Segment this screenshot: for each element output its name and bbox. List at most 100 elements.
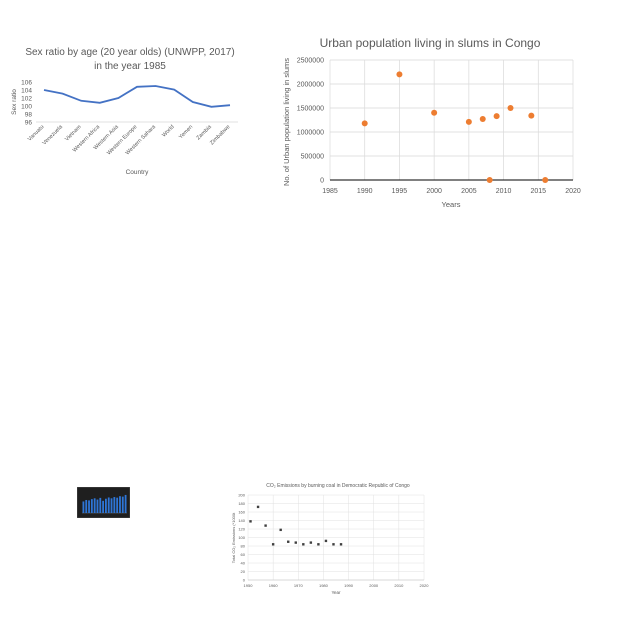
x-tick-label: Venezuela [42, 124, 65, 147]
y-tick-label: 40 [241, 561, 246, 566]
y-tick-label: 100 [238, 535, 245, 540]
data-point [324, 539, 328, 543]
x-tick-label: 2010 [496, 188, 512, 195]
x-tick-label: 2010 [394, 583, 404, 588]
x-tick-label: 1990 [357, 188, 373, 195]
x-tick-label: Zambia [196, 124, 214, 142]
data-point [465, 118, 472, 125]
data-point [271, 543, 275, 546]
data-point [493, 113, 500, 120]
x-axis-title: Years [442, 200, 461, 209]
bar [99, 497, 102, 513]
x-tick-label: 2000 [426, 188, 442, 195]
y-tick-label: 98 [25, 112, 33, 119]
co2-chart: CO₂ Emissions by burning coal in Democra… [228, 480, 438, 600]
y-tick-label: 96 [25, 120, 33, 127]
y-tick-label: 0 [243, 578, 246, 583]
data-point [302, 543, 305, 546]
y-tick-label: 500000 [301, 154, 324, 161]
x-tick-label: 1950 [244, 583, 254, 588]
slums-chart: Urban population living in slums in Cong… [280, 30, 600, 220]
y-tick-label: 180 [238, 501, 245, 506]
y-tick-label: 120 [238, 527, 245, 532]
data-point [264, 524, 267, 527]
x-tick-label: 1970 [294, 583, 304, 588]
bar [107, 497, 110, 513]
x-axis-title: Year [331, 590, 341, 595]
data-point [528, 112, 535, 119]
x-tick-label: Vanuatu [27, 124, 45, 142]
data-point [479, 116, 486, 123]
x-tick-label: Yemen [178, 124, 194, 140]
y-tick-label: 106 [21, 80, 32, 87]
data-point [542, 177, 549, 183]
data-point [431, 109, 438, 116]
data-point [339, 543, 343, 546]
data-point [507, 105, 514, 111]
y-tick-label: 102 [21, 96, 32, 103]
bar [85, 499, 88, 513]
data-point [396, 71, 403, 78]
y-tick-label: 2500000 [297, 58, 324, 65]
bar [121, 496, 124, 513]
y-tick-label: 104 [21, 88, 32, 95]
chart-title: CO₂ Emissions by burning coal in Democra… [266, 483, 410, 489]
bar [124, 494, 127, 513]
y-tick-label: 2000000 [297, 82, 324, 89]
y-tick-label: 0 [320, 178, 324, 185]
y-tick-label: 1000000 [297, 130, 324, 137]
sex-ratio-chart: Sex ratio by age (20 year olds) (UNWPP, … [0, 40, 250, 190]
bar [105, 498, 107, 513]
bar [116, 497, 119, 513]
y-axis-title: No. of Urban population living in slums [282, 58, 291, 186]
slums-plot: 0 500000 1000000 1500000 2000000 2500000 1985 1… [282, 58, 581, 210]
chart-title: Urban population living in slums in Cong… [319, 36, 541, 50]
x-tick-label: 1985 [322, 188, 338, 195]
data-point [361, 120, 368, 127]
data-point [287, 540, 290, 543]
data-point [486, 177, 493, 183]
x-tick-label: 1995 [392, 188, 408, 195]
bar [113, 497, 116, 513]
y-tick-label: 200 [238, 493, 245, 498]
y-tick-label: 100 [21, 104, 32, 111]
y-tick-label: 80 [241, 544, 246, 549]
co2-plot: 0 20 40 60 80 100 120 140 160 180 200 1950 1960 1970 1… [231, 493, 430, 596]
data-point [309, 541, 313, 544]
thumbnail-bar-chart [77, 487, 130, 518]
bar [82, 501, 85, 513]
bar [110, 498, 113, 513]
bar [90, 499, 93, 513]
y-tick-label: 140 [238, 518, 245, 523]
chart-title: Sex ratio by age (20 year olds) (UNWPP, … [25, 47, 235, 72]
bar [102, 500, 104, 513]
y-tick-label: 20 [241, 569, 246, 574]
x-tick-label: 1990 [344, 583, 354, 588]
x-tick-label: World [161, 124, 175, 138]
x-tick-label: 1960 [269, 583, 279, 588]
x-tick-label: 2000 [369, 583, 379, 588]
bar [88, 500, 90, 513]
bar [96, 499, 99, 513]
bar [93, 498, 96, 513]
data-point [279, 528, 282, 532]
data-point [317, 543, 320, 546]
y-axis-title: Sex ratio [11, 89, 18, 115]
y-tick-label: 160 [238, 510, 245, 515]
y-tick-label: 1500000 [297, 106, 324, 113]
series-line [43, 85, 231, 108]
x-tick-label: 1980 [319, 583, 329, 588]
x-tick-label: 2015 [530, 188, 546, 195]
y-axis-title: Total CO₂ Emissions (*1000t [231, 512, 236, 563]
x-tick-label: 2020 [565, 188, 581, 195]
x-axis-title: Country [126, 169, 150, 176]
data-point [256, 505, 260, 509]
data-point [249, 520, 252, 523]
x-tick-label: 2005 [461, 188, 477, 195]
x-tick-label: 2020 [420, 583, 430, 588]
bar [119, 496, 121, 513]
data-point [294, 541, 297, 544]
y-tick-label: 60 [241, 552, 246, 557]
data-point [332, 543, 335, 546]
